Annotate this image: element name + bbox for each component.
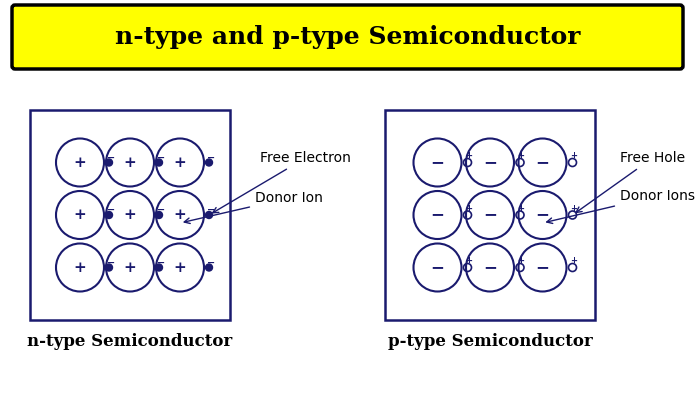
- Text: Donor Ions: Donor Ions: [547, 189, 695, 223]
- Text: +: +: [124, 156, 136, 169]
- Text: +: +: [74, 260, 86, 275]
- Text: −: −: [207, 152, 215, 162]
- Text: n-type Semiconductor: n-type Semiconductor: [27, 333, 232, 351]
- Circle shape: [206, 159, 213, 166]
- Text: +: +: [465, 256, 472, 265]
- Text: Free Electron: Free Electron: [213, 151, 351, 213]
- Text: −: −: [430, 154, 444, 171]
- Text: −: −: [483, 206, 497, 223]
- Text: −: −: [483, 154, 497, 171]
- Circle shape: [155, 159, 162, 166]
- Text: −: −: [157, 258, 165, 268]
- Text: +: +: [517, 256, 524, 265]
- Circle shape: [106, 212, 113, 219]
- Text: +: +: [465, 151, 472, 160]
- Text: +: +: [174, 156, 186, 169]
- FancyBboxPatch shape: [12, 5, 683, 69]
- Text: −: −: [107, 205, 115, 215]
- Text: +: +: [74, 208, 86, 222]
- Text: −: −: [536, 154, 550, 171]
- Text: −: −: [430, 259, 444, 276]
- Text: +: +: [517, 151, 524, 160]
- Circle shape: [106, 159, 113, 166]
- Text: +: +: [570, 151, 577, 160]
- Text: +: +: [74, 156, 86, 169]
- Text: −: −: [536, 206, 550, 223]
- Circle shape: [155, 264, 162, 271]
- Text: +: +: [174, 260, 186, 275]
- Bar: [385, 110, 595, 320]
- Text: −: −: [430, 206, 444, 223]
- Text: −: −: [157, 152, 165, 162]
- Text: −: −: [483, 259, 497, 276]
- Text: −: −: [536, 259, 550, 276]
- Text: +: +: [124, 260, 136, 275]
- Text: Donor Ion: Donor Ion: [184, 191, 323, 223]
- Text: +: +: [174, 208, 186, 222]
- Text: Free Hole: Free Hole: [576, 151, 685, 212]
- Text: −: −: [107, 258, 115, 268]
- Circle shape: [155, 212, 162, 219]
- Text: +: +: [570, 203, 577, 212]
- Text: +: +: [124, 208, 136, 222]
- Circle shape: [206, 212, 213, 219]
- Circle shape: [206, 264, 213, 271]
- Text: +: +: [465, 203, 472, 212]
- Text: p-type Semiconductor: p-type Semiconductor: [388, 333, 592, 351]
- Circle shape: [106, 264, 113, 271]
- Text: +: +: [517, 203, 524, 212]
- Text: −: −: [157, 205, 165, 215]
- Text: −: −: [207, 258, 215, 268]
- Text: −: −: [207, 205, 215, 215]
- Text: n-type and p-type Semiconductor: n-type and p-type Semiconductor: [115, 25, 580, 49]
- Text: −: −: [107, 152, 115, 162]
- Text: +: +: [570, 256, 577, 265]
- Bar: [30, 110, 230, 320]
